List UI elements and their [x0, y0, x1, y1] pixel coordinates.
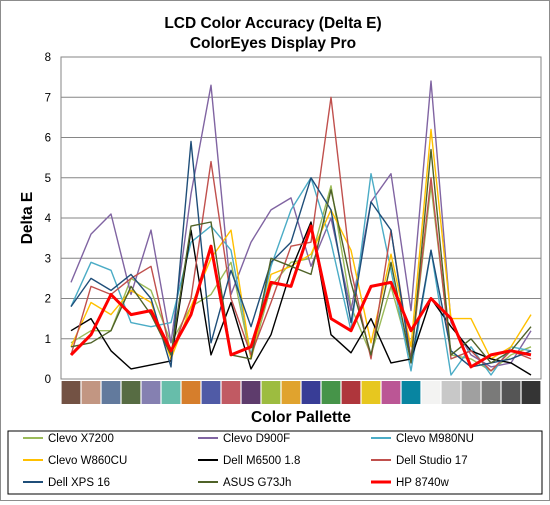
- legend-label: HP 8740w: [396, 477, 450, 489]
- legend-label: Dell XPS 16: [48, 477, 110, 489]
- y-tick-label: 0: [45, 374, 51, 386]
- y-tick-labels: 0 1 2 3 4 5 6 7 8: [45, 52, 52, 386]
- color-swatches: [61, 381, 541, 404]
- series-line: [70, 221, 532, 376]
- color-swatch: [261, 381, 281, 404]
- y-axis-label: Delta E: [19, 192, 36, 245]
- color-swatch: [361, 381, 381, 404]
- color-swatch: [321, 381, 341, 404]
- series-lines: [69, 80, 532, 376]
- chart-title: LCD Color Accuracy (Delta E): [164, 15, 381, 32]
- color-swatch: [101, 381, 121, 404]
- color-swatch: [481, 381, 501, 404]
- color-swatch: [461, 381, 481, 404]
- color-swatch: [241, 381, 261, 404]
- color-swatch: [141, 381, 161, 404]
- color-swatch: [61, 381, 81, 404]
- legend-label: Clevo M980NU: [396, 433, 474, 445]
- color-swatch: [301, 381, 321, 404]
- color-swatch: [441, 381, 461, 404]
- color-swatch: [201, 381, 221, 404]
- plot-area-border: [60, 56, 542, 380]
- y-tick-label: 1: [45, 334, 51, 346]
- x-axis-label: Color Pallette: [251, 409, 351, 426]
- y-tick-label: 4: [45, 213, 52, 225]
- series-line: [70, 140, 532, 368]
- legend-label: Clevo W860CU: [48, 455, 127, 467]
- legend-label: ASUS G73Jh: [223, 477, 291, 489]
- legend-label: Dell Studio 17: [396, 455, 468, 467]
- y-tick-label: 2: [45, 294, 51, 306]
- y-tick-label: 5: [45, 173, 51, 185]
- gridlines: [61, 96, 541, 340]
- color-swatch: [421, 381, 441, 404]
- color-swatch: [161, 381, 181, 404]
- series-line: [70, 172, 532, 376]
- color-swatch: [521, 381, 541, 404]
- series-line: [70, 96, 532, 372]
- y-tick-label: 6: [45, 133, 51, 145]
- color-swatch: [181, 381, 201, 404]
- color-swatch: [341, 381, 361, 404]
- legend-label: Dell M6500 1.8: [223, 455, 300, 467]
- color-swatch: [501, 381, 521, 404]
- color-swatch: [401, 381, 421, 404]
- color-swatch: [81, 381, 101, 404]
- y-tick-label: 8: [45, 52, 51, 64]
- legend: Clevo X7200 Clevo D900F Clevo M980NU Clevo …: [23, 433, 474, 489]
- y-tick-label: 3: [45, 253, 51, 265]
- color-swatch: [381, 381, 401, 404]
- series-line: [69, 224, 532, 369]
- color-swatch: [121, 381, 141, 404]
- legend-label: Clevo X7200: [48, 433, 114, 445]
- legend-label: Clevo D900F: [223, 433, 290, 445]
- chart-subtitle: ColorEyes Display Pro: [190, 35, 356, 52]
- color-swatch: [221, 381, 241, 404]
- legend-box: [7, 430, 543, 495]
- color-swatch: [281, 381, 301, 404]
- y-tick-label: 7: [45, 92, 51, 104]
